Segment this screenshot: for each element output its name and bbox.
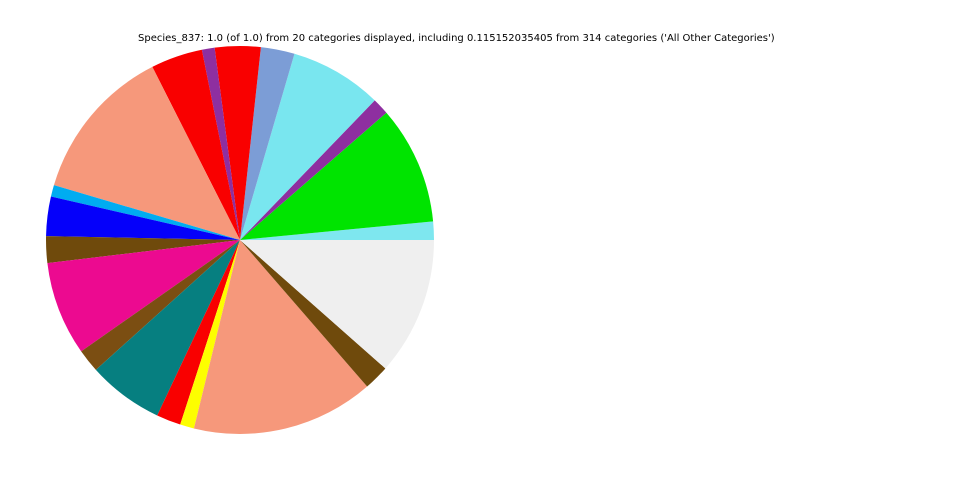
pie-slice-8 bbox=[152, 49, 240, 240]
chart-title: Species_837: 1.0 (of 1.0) from 20 catego… bbox=[138, 33, 775, 44]
pie-slice-3 bbox=[240, 100, 387, 240]
pie-slice-17 bbox=[180, 240, 240, 429]
pie-slice-15 bbox=[95, 240, 240, 416]
pie-slice-9 bbox=[53, 66, 240, 241]
pie-slice-6 bbox=[214, 45, 261, 241]
pie-slice-7 bbox=[201, 47, 240, 240]
pie-slice-13 bbox=[47, 240, 240, 352]
pie-slice-16 bbox=[157, 240, 240, 425]
pie-slice-2 bbox=[240, 112, 434, 240]
pie-slice-20-all-other-categories bbox=[240, 240, 434, 369]
pie-slice-11 bbox=[46, 196, 240, 240]
pie-slice-5 bbox=[240, 47, 295, 240]
pie-slice-1 bbox=[240, 221, 434, 240]
pie-slice-18 bbox=[193, 240, 368, 435]
pie-slice-14 bbox=[81, 240, 240, 370]
pie-slice-4 bbox=[240, 53, 375, 240]
pie-slice-12 bbox=[46, 236, 240, 264]
pie-slice-19 bbox=[240, 240, 386, 387]
pie-slice-10 bbox=[50, 185, 240, 240]
